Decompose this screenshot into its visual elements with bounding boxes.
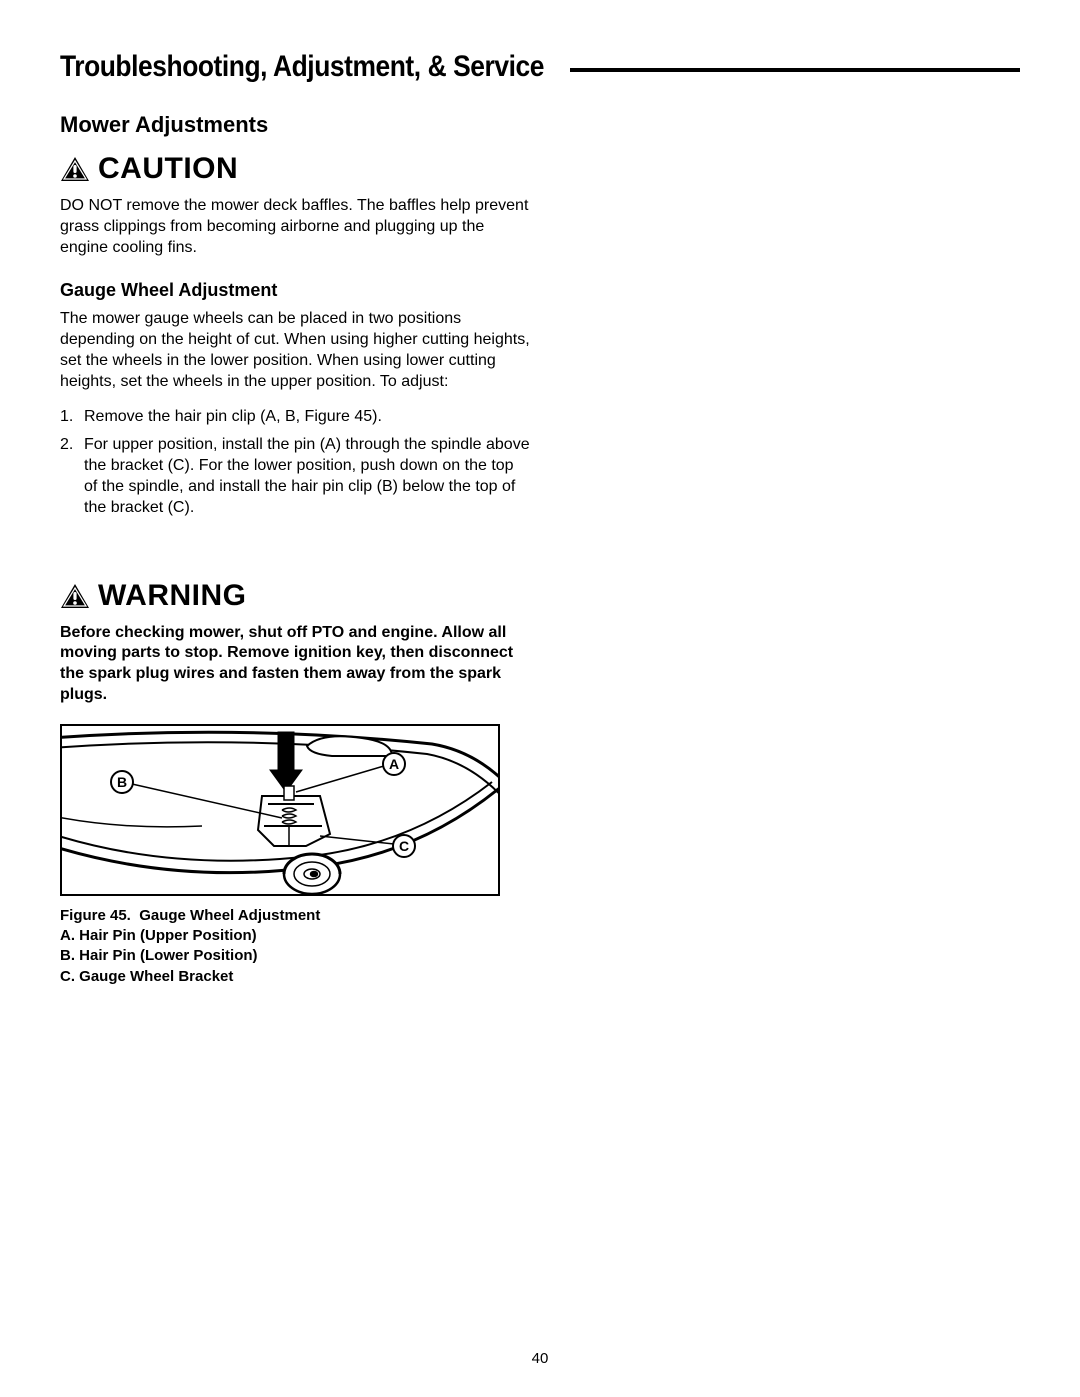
caution-label: CAUTION: [98, 152, 238, 186]
figure-legend-a: A. Hair Pin (Upper Position): [60, 927, 257, 944]
gauge-wheel-steps: Remove the hair pin clip (A, B, Figure 4…: [60, 407, 530, 519]
page-number: 40: [0, 1350, 1080, 1367]
page-container: Troubleshooting, Adjustment, & Service M…: [0, 0, 1080, 1397]
figure-title: Gauge Wheel Adjustment: [139, 907, 320, 924]
step-item: For upper position, install the pin (A) …: [60, 435, 530, 518]
warning-header: WARNING: [60, 579, 530, 613]
callout-a-text: A: [389, 756, 399, 772]
caution-body: DO NOT remove the mower deck baffles. Th…: [60, 196, 530, 258]
callout-b-text: B: [117, 774, 127, 790]
section-title: Mower Adjustments: [60, 112, 530, 138]
heading-rule: [570, 68, 1020, 72]
alert-triangle-icon: [60, 583, 90, 609]
warning-label: WARNING: [98, 579, 247, 613]
callout-c-text: C: [399, 838, 409, 854]
figure-legend-c: C. Gauge Wheel Bracket: [60, 968, 233, 985]
main-heading-row: Troubleshooting, Adjustment, & Service: [60, 50, 1020, 84]
caution-header: CAUTION: [60, 152, 530, 186]
figure-45: A B C: [60, 724, 500, 896]
figure-number: Figure 45.: [60, 907, 131, 924]
warning-body: Before checking mower, shut off PTO and …: [60, 623, 530, 706]
step-item: Remove the hair pin clip (A, B, Figure 4…: [60, 407, 530, 428]
figure-caption: Figure 45. Gauge Wheel Adjustment A. Hai…: [60, 906, 530, 987]
gauge-wheel-intro: The mower gauge wheels can be placed in …: [60, 309, 530, 392]
left-column: Mower Adjustments CAUTION DO NOT remove …: [60, 112, 530, 987]
alert-triangle-icon: [60, 156, 90, 182]
figure-legend-b: B. Hair Pin (Lower Position): [60, 947, 258, 964]
gauge-wheel-heading: Gauge Wheel Adjustment: [60, 280, 530, 301]
main-heading: Troubleshooting, Adjustment, & Service: [60, 50, 544, 84]
